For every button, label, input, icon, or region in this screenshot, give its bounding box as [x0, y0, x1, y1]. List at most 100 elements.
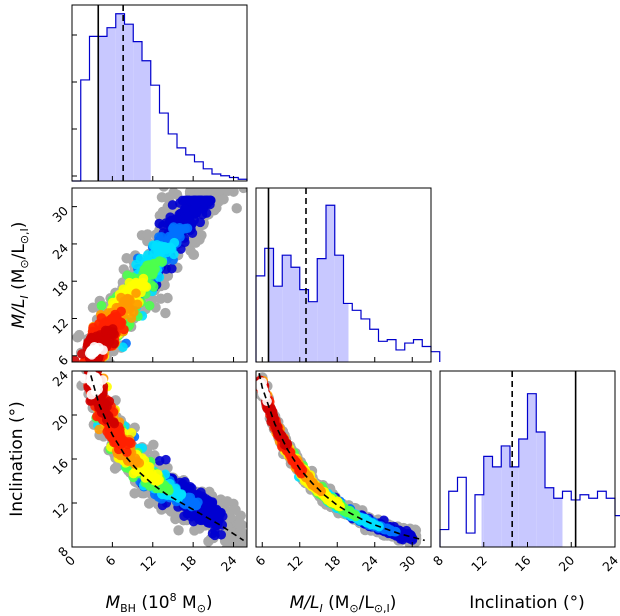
sample-point — [219, 168, 229, 178]
inc-x-tick-label: 12 — [468, 553, 490, 575]
density-point — [147, 270, 158, 280]
sample-point — [221, 144, 231, 154]
mbh-shade-bar-8 — [142, 60, 151, 181]
ml-shade-bar-2 — [273, 286, 283, 362]
sample-point — [218, 164, 228, 174]
mbh-x-tick-label: 18 — [177, 552, 199, 574]
ml-y-tick-label: 6 — [55, 352, 71, 368]
inc-shade-bar-5 — [483, 456, 493, 547]
sample-point — [208, 161, 218, 171]
sample-point — [212, 153, 222, 163]
density-point — [132, 299, 143, 310]
sample-point — [204, 188, 215, 192]
ml-inc-frame — [255, 370, 432, 548]
density-point — [257, 377, 268, 387]
sample-point — [191, 168, 201, 178]
density-point — [96, 300, 107, 311]
sample-point — [213, 152, 223, 162]
mbh-vs-ml-scatter-panel — [72, 129, 247, 374]
mbh-ml-frame — [71, 187, 248, 363]
density-point — [216, 529, 227, 540]
sample-point — [229, 148, 239, 158]
sample-point — [100, 364, 110, 374]
sample-point — [142, 229, 153, 240]
ml-x-tick-label: 30 — [397, 552, 419, 574]
ml-shade-bar-9 — [334, 255, 344, 362]
inc-x-axis-label: Inclination (°) — [469, 593, 585, 613]
mbh-shade-bar-7 — [133, 41, 142, 181]
mbh-histogram-frame — [71, 4, 248, 182]
sample-point — [204, 153, 214, 163]
ml-histogram-frame — [255, 187, 432, 363]
sample-point — [215, 157, 225, 167]
mbh-x-tick-label: 12 — [137, 553, 159, 575]
sample-point — [227, 129, 237, 139]
sample-point — [173, 525, 184, 536]
sample-point — [229, 161, 239, 171]
ml-vs-inc-scatter-panel — [256, 372, 425, 547]
density-point — [94, 319, 104, 329]
sample-point — [228, 146, 238, 156]
mbh-x-tick-label: 6 — [102, 552, 118, 568]
ml-y-tick-label: 18 — [49, 278, 71, 300]
sample-point — [211, 155, 221, 165]
sample-point — [226, 160, 236, 170]
inc-y-tick-label: 16 — [49, 455, 71, 477]
inc-shade-bar-8 — [510, 466, 519, 547]
sample-point — [160, 307, 171, 319]
sample-point — [230, 172, 240, 182]
mbh-credible-interval-shade — [98, 13, 151, 182]
sample-point — [222, 496, 233, 507]
sample-point — [211, 147, 221, 157]
ml-shade-bar-4 — [291, 267, 300, 362]
density-point — [207, 497, 218, 507]
mbh-histogram-step — [72, 13, 248, 182]
inc-y-axis-label: Inclination (°) — [7, 401, 27, 517]
inc-x-tick-label: 8 — [430, 552, 446, 568]
density-point — [90, 372, 101, 382]
inc-x-tick-label: 24 — [599, 552, 620, 574]
sample-point — [215, 155, 225, 165]
mbh-histogram-panel — [71, 4, 248, 182]
ml-x-axis-label: M/LI (M⊙/L⊙,I) — [290, 593, 397, 615]
ml-y-axis-label: M/LI (M⊙/L⊙,I) — [9, 222, 31, 329]
ml-y-tick-label: 12 — [49, 315, 71, 337]
sample-point — [231, 137, 241, 147]
sample-point — [212, 130, 222, 140]
sample-point — [212, 163, 222, 173]
ml-y-tick-label: 24 — [49, 240, 71, 262]
sample-point — [189, 525, 200, 536]
ml-x-tick-label: 12 — [284, 553, 306, 575]
density-point — [167, 200, 178, 210]
sample-point — [200, 161, 210, 171]
sample-point — [211, 140, 221, 150]
sample-point — [228, 144, 238, 154]
ml-inc-relation-curve — [258, 373, 425, 542]
sample-point — [143, 498, 155, 509]
ml-y-tick-label: 30 — [49, 203, 71, 225]
density-point — [201, 503, 212, 514]
sample-point — [209, 177, 219, 187]
density-point — [193, 497, 203, 508]
ml-shade-bar-6 — [308, 301, 318, 362]
ml-shade-bar-7 — [317, 258, 326, 362]
sample-point — [216, 194, 227, 205]
sample-point — [199, 188, 205, 189]
density-point — [132, 456, 142, 466]
sample-point — [207, 188, 213, 189]
mbh-shade-bar-4 — [107, 27, 116, 182]
density-point — [160, 242, 171, 252]
sample-point — [148, 439, 159, 451]
sample-point — [224, 158, 234, 168]
density-point — [203, 195, 214, 206]
sample-point — [209, 147, 219, 157]
sample-point — [229, 158, 239, 168]
ml-histogram-step — [255, 204, 441, 362]
mbh-x-axis-label: MBH (108 M⊙) — [105, 591, 212, 615]
sample-point — [219, 136, 229, 146]
inc-x-tick-label: 16 — [512, 552, 534, 574]
density-point — [191, 199, 202, 210]
sample-point — [210, 141, 220, 151]
sample-point — [231, 140, 241, 150]
ml-shade-bar-10 — [343, 303, 349, 362]
